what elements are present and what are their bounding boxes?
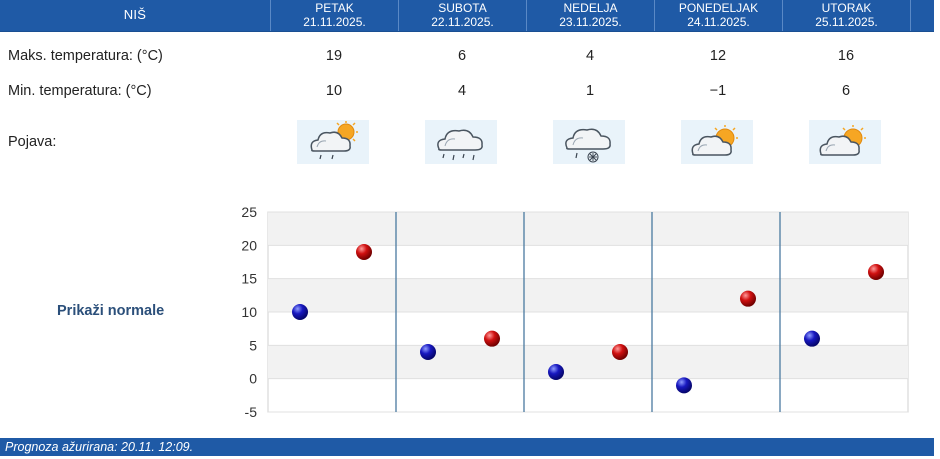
- day-header-1: PETAK 21.11.2025.: [270, 0, 398, 31]
- max-temp-value: 4: [585, 48, 595, 64]
- day-name: SUBOTA: [438, 1, 487, 15]
- min-temp-label: Min. temperatura: (°C): [8, 83, 152, 99]
- day-header-5: UTORAK 25.11.2025.: [782, 0, 910, 31]
- day-date: 21.11.2025.: [303, 15, 366, 29]
- max-temp-point: [868, 264, 884, 280]
- min-temp-point: [548, 364, 564, 380]
- show-normals-link[interactable]: Prikaži normale: [57, 303, 165, 319]
- min-temp-value: 6: [841, 83, 851, 99]
- day-header-4: PONEDELJAK 24.11.2025.: [654, 0, 782, 31]
- cloud-rain-snow-icon: [553, 120, 625, 164]
- max-temp-point: [484, 330, 500, 347]
- min-temp-value: 1: [585, 83, 595, 99]
- min-temp-value: 10: [325, 83, 343, 99]
- sun-cloud-rain-icon: [297, 120, 369, 164]
- min-temp-value: −1: [709, 83, 727, 99]
- day-date: 25.11.2025.: [815, 15, 878, 29]
- max-temp-point: [612, 344, 628, 360]
- max-temp-point: [740, 290, 756, 307]
- day-date: 23.11.2025.: [559, 15, 622, 29]
- y-tick-label: -5: [245, 404, 258, 420]
- day-header-2: SUBOTA 22.11.2025.: [398, 0, 526, 31]
- y-tick-label: 25: [241, 204, 257, 220]
- min-temp-value: 4: [457, 83, 467, 99]
- max-temp-label: Maks. temperatura: (°C): [8, 48, 163, 64]
- day-header-3: NEDELJA 23.11.2025.: [526, 0, 654, 31]
- max-temp-point: [356, 244, 372, 260]
- day-name: PONEDELJAK: [678, 1, 759, 15]
- cloud-rain-icon: [425, 120, 497, 164]
- city-name: NIŠ: [123, 7, 147, 22]
- max-temp-value: 16: [837, 48, 855, 64]
- min-temp-point: [420, 344, 436, 360]
- min-temp-point: [804, 330, 820, 347]
- plot-band: [268, 278, 908, 312]
- day-date: 24.11.2025.: [687, 15, 750, 29]
- y-tick-label: 5: [249, 337, 257, 353]
- y-tick-label: 20: [241, 237, 257, 253]
- sun-cloud-icon: [681, 120, 753, 164]
- plot-band: [268, 212, 908, 246]
- y-tick-label: 15: [241, 271, 257, 287]
- sun-cloud-icon: [809, 120, 881, 164]
- day-name: NEDELJA: [563, 1, 618, 15]
- min-temp-point: [676, 377, 692, 394]
- day-date: 22.11.2025.: [431, 15, 494, 29]
- min-temp-point: [292, 304, 308, 320]
- day-name: UTORAK: [821, 1, 872, 15]
- y-tick-label: 10: [241, 304, 257, 320]
- max-temp-value: 12: [709, 48, 727, 64]
- header-divider: [910, 0, 911, 31]
- day-name: PETAK: [315, 1, 354, 15]
- phenomena-label: Pojava:: [8, 134, 57, 150]
- max-temp-value: 6: [457, 48, 467, 64]
- forecast-header: NIŠ PETAK 21.11.2025. SUBOTA 22.11.2025.…: [0, 0, 934, 32]
- y-tick-label: 0: [249, 371, 257, 387]
- forecast-updated-footer: Prognoza ažurirana: 20.11. 12:09.: [0, 438, 934, 456]
- plot-band: [268, 345, 908, 379]
- max-temp-value: 19: [325, 48, 343, 64]
